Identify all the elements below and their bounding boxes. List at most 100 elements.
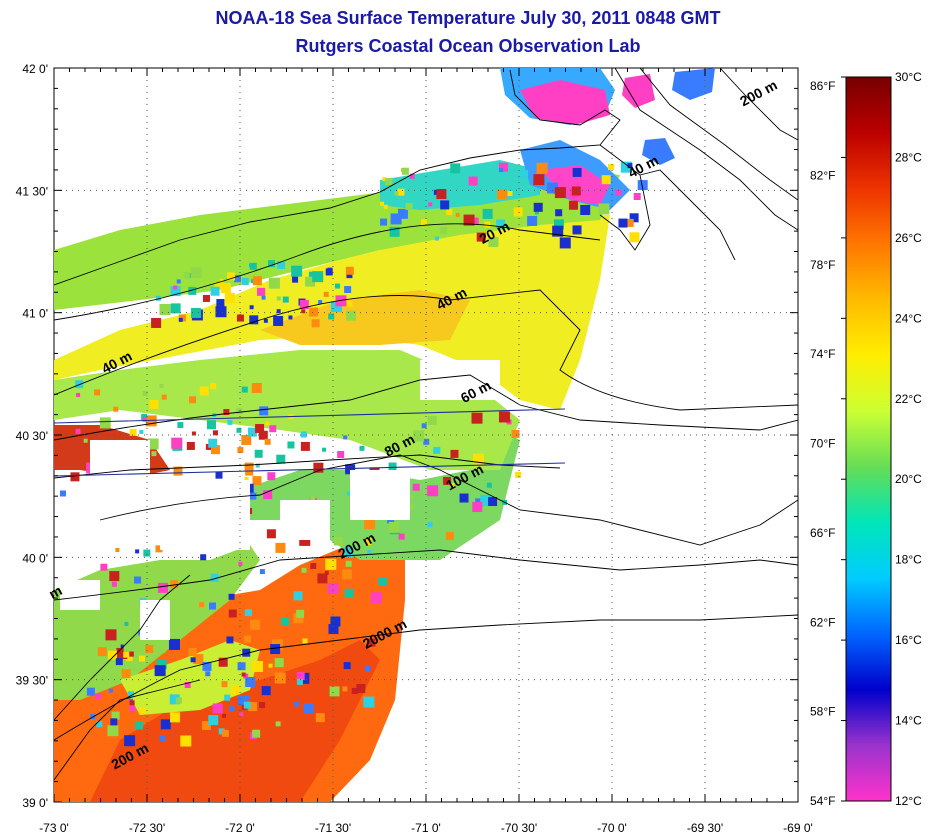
sst-pixel [155,295,161,301]
sst-pixel [113,406,119,412]
sst-pixel [507,190,513,196]
sst-pixel [157,582,168,593]
sst-pixel [100,563,108,571]
sst-pixel [296,672,305,681]
sst-pixel [303,703,314,714]
sst-pixel [274,672,286,684]
sst-pixel [325,558,337,570]
sst-pixel [637,180,648,191]
sst-pixel [445,531,454,540]
sst-pixel [330,616,341,627]
sst-pixel [244,462,254,472]
sst-pixel [200,554,207,561]
sst-pixel [486,482,492,488]
sst-pixel [450,482,455,487]
sst-pixel [243,701,251,709]
sst-pixel [476,232,486,242]
sst-pixel [330,301,342,313]
sst-pixel [265,421,270,426]
sst-pixel [147,438,159,450]
sst-pixel [121,669,131,679]
sst-pixel [359,445,365,451]
sst-pixel [471,412,483,424]
sst-pixel [335,283,341,289]
sst-pixel [482,208,493,219]
sst-pixel [446,209,453,216]
lon-tick-label: -72 30' [129,821,165,835]
sst-pixel [228,609,237,618]
sst-pixel [607,164,614,171]
sst-pixel [382,177,387,182]
sst-pixel [224,292,235,303]
sst-pixel [318,300,323,305]
sst-pixel [233,275,241,283]
sst-pixel [472,502,483,513]
sst-pixel [269,425,277,433]
sst-pixel [141,414,148,421]
sst-pixel [394,191,399,196]
sst-pixel [190,266,202,278]
sst-pixel [245,695,250,700]
sst-pixel [397,208,408,219]
celsius-tick-label: 20°C [895,472,922,486]
sst-pixel [440,200,450,210]
sst-pixel [75,428,81,434]
transect-line [53,462,566,477]
sst-pixel [440,226,448,234]
sst-pixel [325,268,333,276]
lat-tick-label: 39 0' [22,796,48,810]
sst-pixel [427,522,433,528]
depth-contour-2000m [54,614,798,741]
sst-pixel [515,471,522,478]
cloud-gap [280,500,330,540]
sst-pixel [83,438,88,443]
cloud-gap [350,470,410,520]
sst-pixel [180,735,192,747]
sst-pixel [472,453,484,465]
sst-pixel [343,547,354,558]
sst-pixel [229,706,235,712]
sst-pixel [116,647,128,659]
lon-tick-label: -71 0' [411,821,441,835]
celsius-labels: 30°C 28°C 26°C 24°C 22°C 20°C 18°C 16°C 14°C 12°C [841,70,922,808]
sst-pixel [315,713,325,723]
sst-pixel [224,694,231,701]
sst-pixel [323,291,329,297]
sst-pixel [301,309,306,314]
sst-pixel [385,178,393,186]
sst-pixel [201,721,211,731]
sst-pixel [571,186,581,196]
sst-pixel [625,218,634,227]
axis-ticks [53,67,799,803]
sst-pixel [202,294,210,302]
sst-pixel [138,655,145,662]
sst-pixel [149,399,159,409]
sst-pixel [511,429,520,438]
sst-pixel [96,721,103,728]
fahrenheit-tick-label: 58°F [810,705,835,719]
sst-pixel [434,236,439,241]
depth-contour-40m [54,289,798,411]
cape-cod-outline [599,144,736,261]
sst-pixel [127,691,134,698]
sst-pixel [267,472,276,481]
lon-tick-label: -71 30' [315,821,351,835]
sst-pixel [263,318,268,323]
sst-pixel [322,447,327,452]
sst-pixel [238,561,243,566]
sst-pixel [97,647,107,657]
sst-pixel [210,383,217,390]
lat-tick-label: 39 30' [16,674,48,688]
sst-pixel [275,542,286,553]
sst-shelf-patch [54,350,520,470]
sst-pixel [237,447,244,454]
sst-pixel [388,521,400,533]
sst-pixel [312,271,324,283]
sst-pixel [251,383,262,394]
sst-pixel [310,563,317,570]
lon-tick-label: -70 30' [501,821,537,835]
sst-pixel [176,279,181,284]
sst-pixel [397,188,405,196]
sst-pixel [367,550,372,555]
sst-pixel [264,438,271,445]
